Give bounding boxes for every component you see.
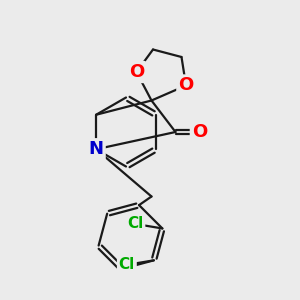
Text: Cl: Cl [119,257,135,272]
Text: O: O [178,76,194,94]
Text: O: O [129,63,144,81]
Text: Cl: Cl [127,217,143,232]
Text: N: N [88,140,104,158]
Text: O: O [192,123,207,141]
